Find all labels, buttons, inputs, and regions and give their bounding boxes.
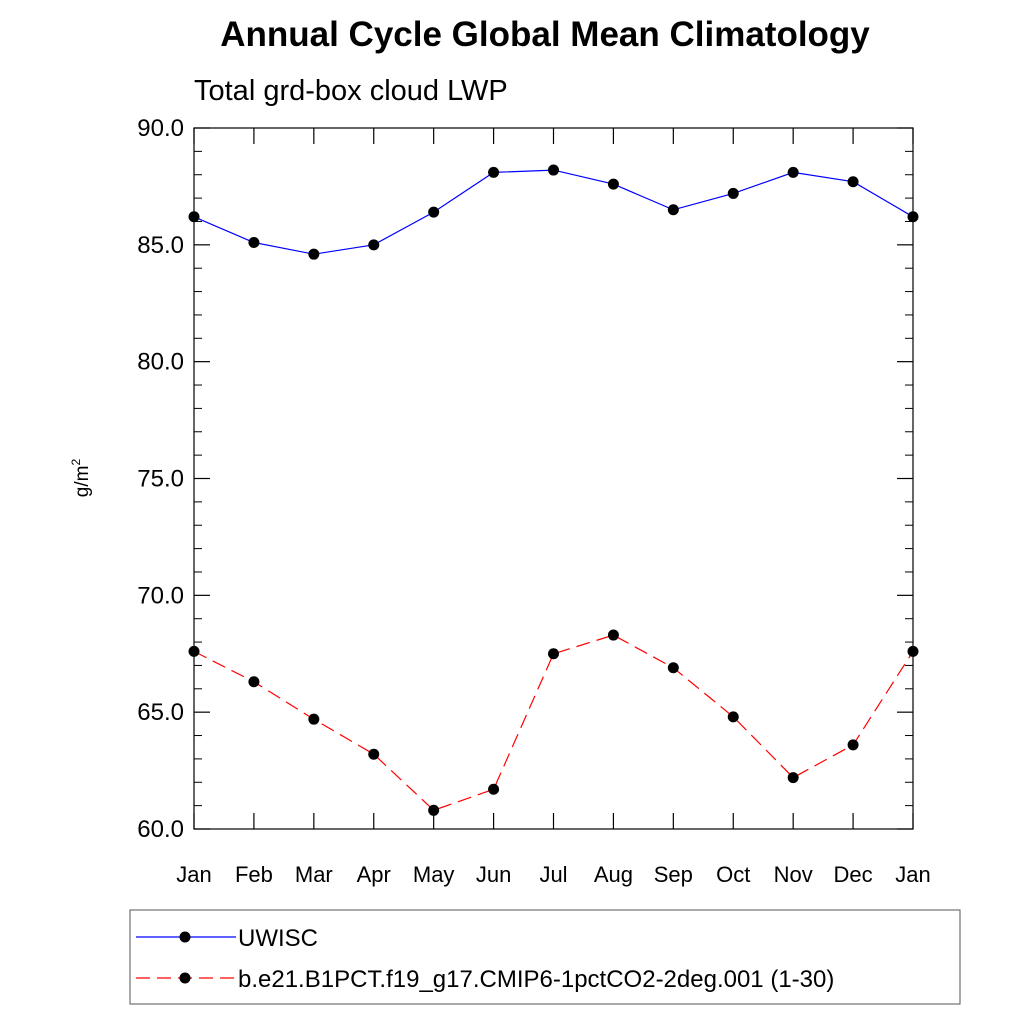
x-tick-label: May: [413, 862, 455, 887]
chart-subtitle: Total grd-box cloud LWP: [194, 75, 508, 107]
x-tick-label: Jan: [176, 862, 211, 887]
series-2-point: [727, 711, 739, 723]
legend-box: [129, 909, 961, 1005]
y-axis-label-base: g/m: [72, 466, 93, 498]
x-tick-label: Jan: [895, 862, 930, 887]
x-tick-label: Oct: [716, 862, 750, 887]
x-tick-label: Nov: [774, 862, 813, 887]
series-1-point: [488, 166, 500, 178]
series-1-point: [188, 211, 200, 223]
series-1-point: [847, 176, 859, 188]
y-axis: 60.0 65.0 70.0 75.0 80.0 85.0 90.0: [137, 115, 913, 843]
y-tick-label: 70.0: [137, 582, 184, 609]
legend: UWISC b.e21.B1PCT.f19_g17.CMIP6-1pctCO2-2…: [129, 909, 961, 1005]
y-axis-label: g/m2: [69, 459, 93, 498]
x-tick-label: Aug: [594, 862, 633, 887]
x-tick-label: Feb: [235, 862, 273, 887]
series-1-point: [548, 164, 559, 176]
y-tick-label: 65.0: [137, 699, 184, 726]
series-1-point: [787, 166, 799, 178]
series-1-point: [248, 236, 260, 248]
y-tick-label: 80.0: [137, 349, 184, 376]
series-1-point: [907, 211, 919, 223]
legend-label-2: b.e21.B1PCT.f19_g17.CMIP6-1pctCO2-2deg.0…: [238, 966, 834, 993]
series-1-point: [308, 248, 320, 260]
y-tick-label: 75.0: [137, 466, 184, 493]
series-2-point: [248, 676, 260, 688]
series-1-point: [667, 204, 679, 216]
x-tick-label: Dec: [834, 862, 873, 887]
y-tick-label: 85.0: [137, 232, 184, 259]
x-tick-label: Sep: [654, 862, 693, 887]
series-2-point: [907, 645, 919, 657]
series-1-point: [607, 178, 619, 190]
series-2-point: [308, 713, 320, 725]
x-tick-label: Jul: [539, 862, 567, 887]
y-tick-label: 90.0: [137, 115, 184, 142]
series-2-point: [428, 804, 440, 816]
legend-marker-2: [179, 972, 191, 984]
series-2-point: [667, 662, 679, 674]
series-2-point: [787, 772, 799, 784]
plot-frame: [193, 127, 914, 830]
x-tick-label: Apr: [357, 862, 391, 887]
series-layer: [188, 164, 919, 816]
x-axis: Jan Feb Mar Apr May Jun Jul Aug Sep Oct Nov Dec Jan: [176, 128, 931, 887]
plot-area: [193, 127, 914, 830]
series-2-point: [488, 783, 500, 795]
series-line-1: [193, 169, 914, 255]
legend-label-1: UWISC: [238, 925, 318, 952]
chart-title: Annual Cycle Global Mean Climatology: [220, 15, 870, 54]
legend-marker-1: [179, 931, 191, 943]
series-1-point: [727, 187, 739, 199]
y-axis-label-exponent: 2: [69, 459, 83, 466]
series-2-point: [368, 748, 380, 760]
series-2-point: [847, 739, 859, 751]
series-2-point: [607, 629, 619, 641]
y-tick-label: 60.0: [137, 816, 184, 843]
x-tick-label: Jun: [476, 862, 511, 887]
series-line-2: [193, 634, 914, 811]
series-1-point: [428, 206, 440, 218]
legend-entries: UWISC b.e21.B1PCT.f19_g17.CMIP6-1pctCO2-2…: [136, 925, 834, 993]
series-2-point: [188, 645, 200, 657]
series-1-point: [368, 239, 380, 251]
x-tick-label: Mar: [295, 862, 333, 887]
series-2-point: [548, 648, 559, 660]
